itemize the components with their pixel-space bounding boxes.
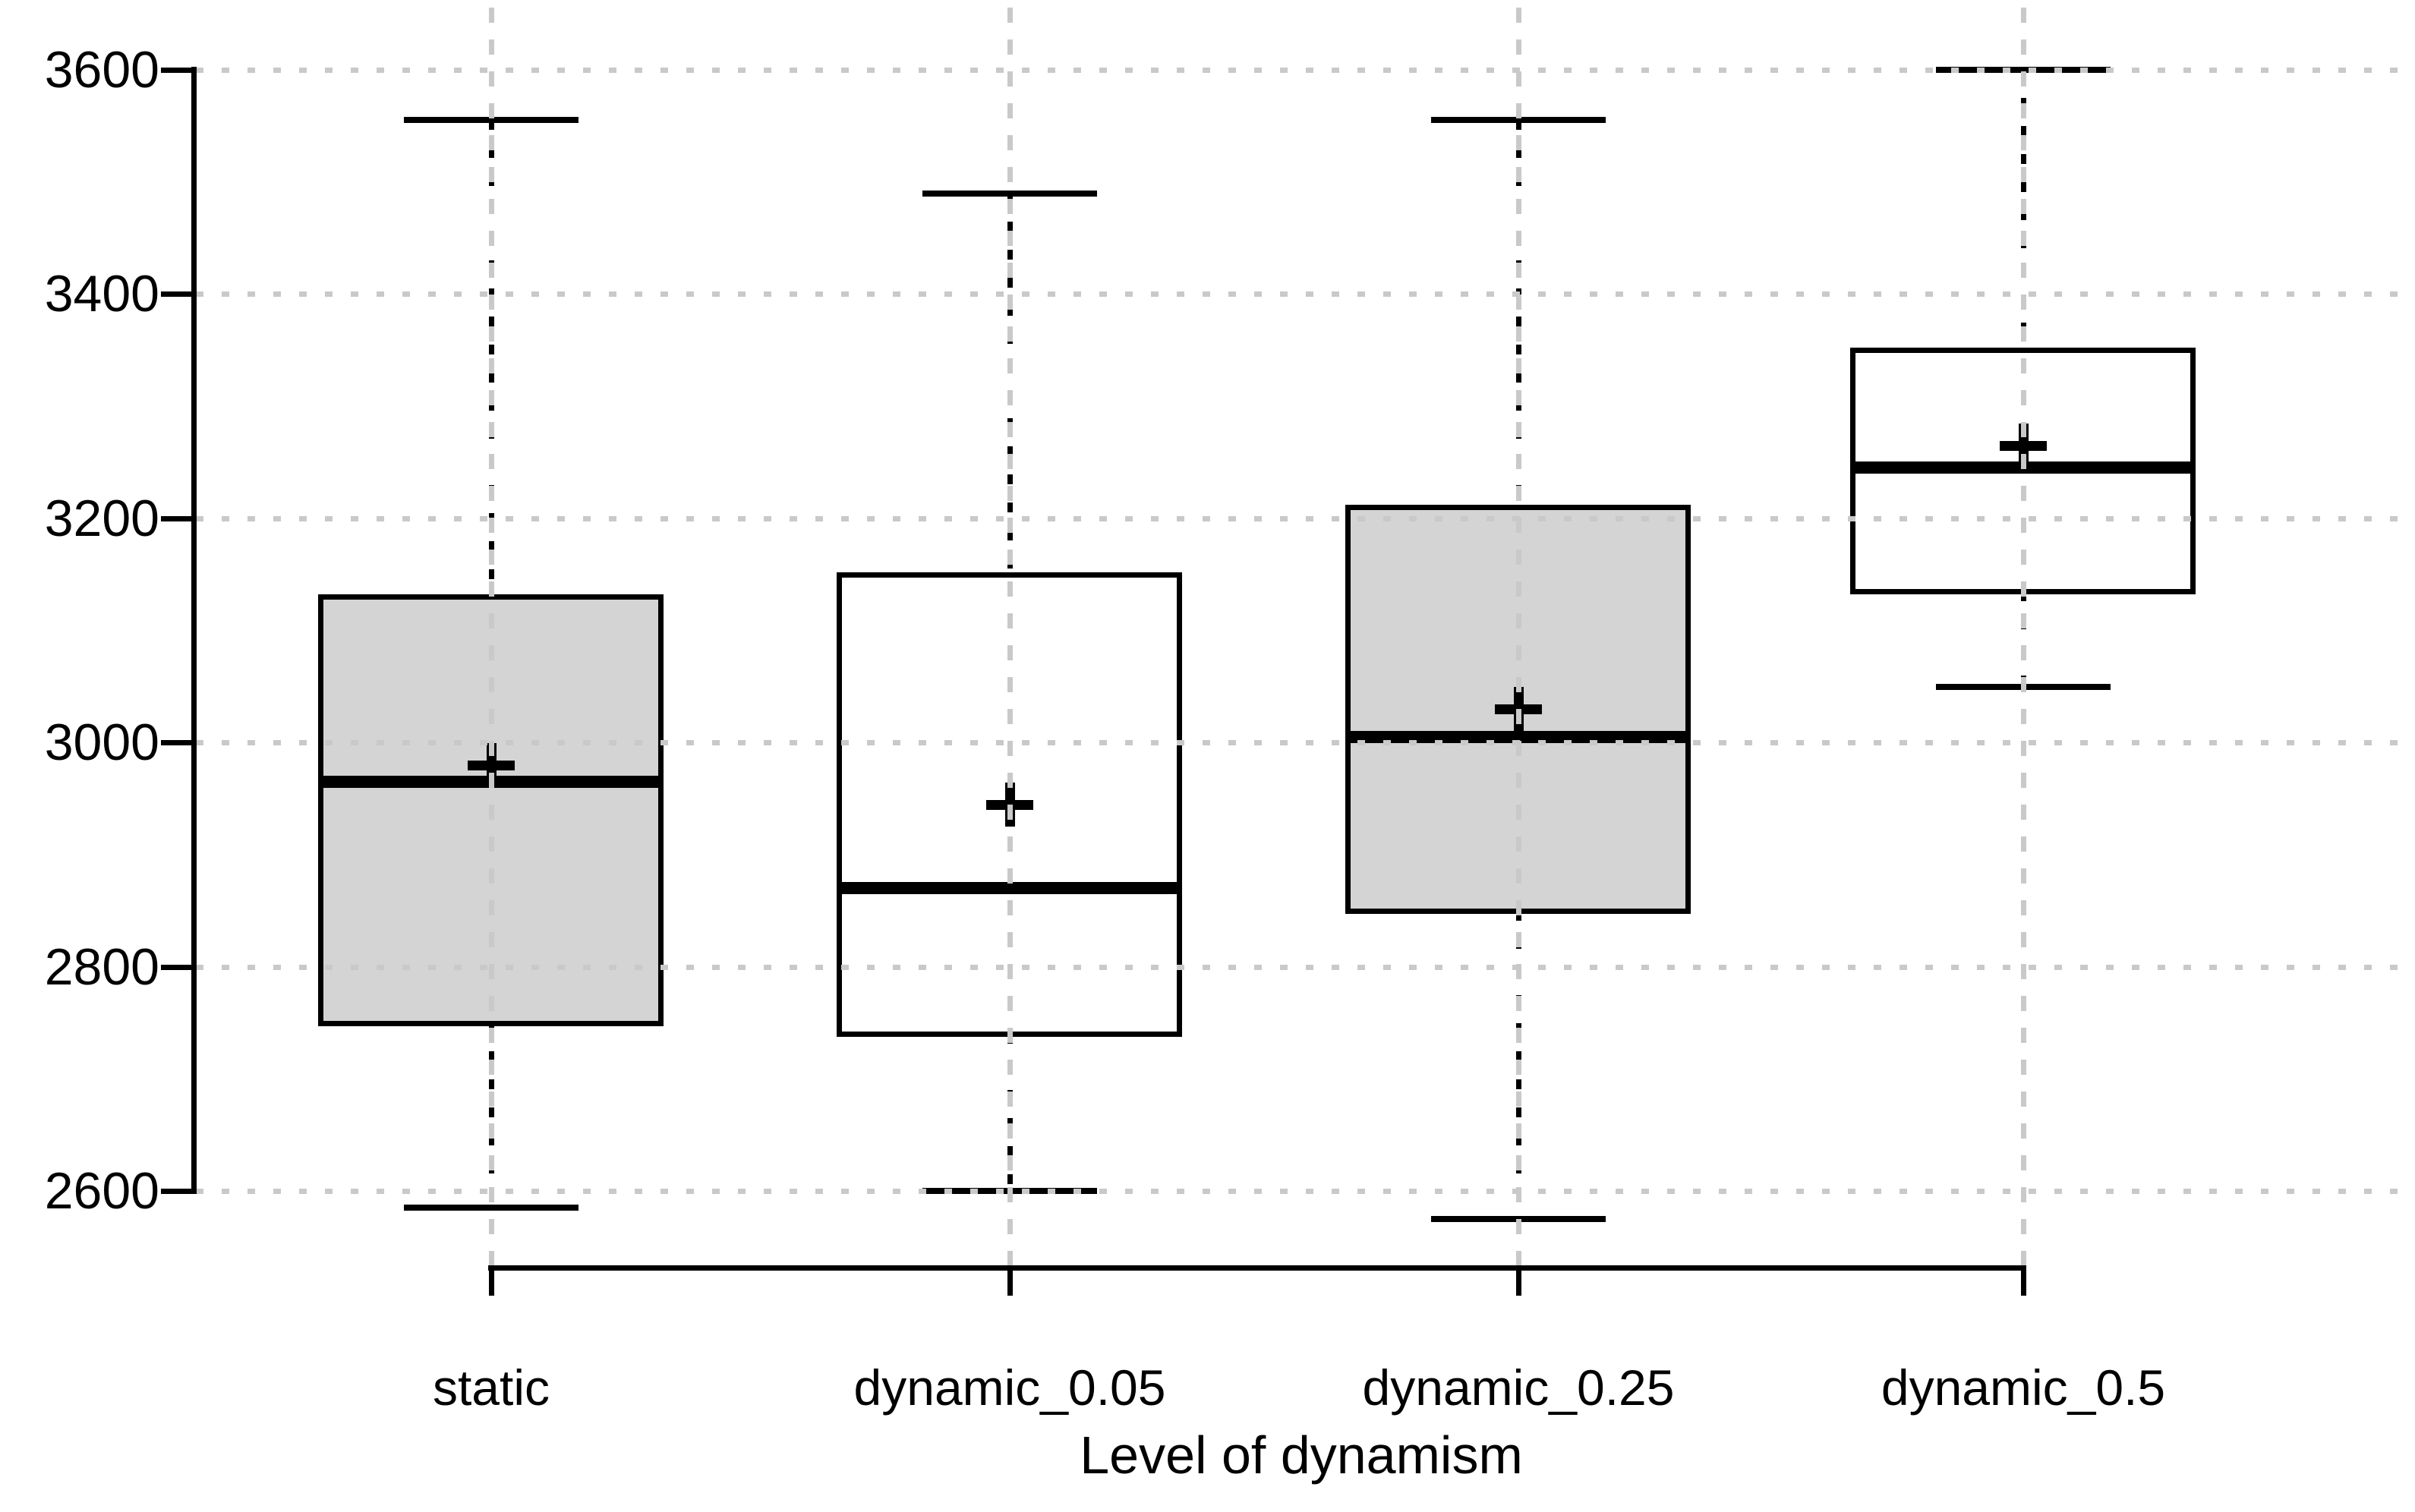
x-tick-label-dynamic_0.5: dynamic_0.5 (1881, 1359, 2166, 1416)
y-tick-label: 3400 (44, 265, 159, 323)
gridline-horizontal (196, 1189, 2408, 1194)
gridline-horizontal (196, 740, 2408, 745)
y-tick-label: 2800 (44, 938, 159, 996)
x-axis-tick (1516, 1265, 1521, 1296)
y-tick-label: 3000 (44, 713, 159, 771)
y-tick-label: 3600 (44, 41, 159, 99)
y-tick-label: 2600 (44, 1162, 159, 1220)
y-axis-tick (161, 965, 191, 970)
y-tick-label: 3200 (44, 490, 159, 547)
x-tick-label-dynamic_0.25: dynamic_0.25 (1362, 1359, 1675, 1416)
gridline-vertical (1007, 8, 1013, 1268)
y-axis-line (191, 67, 197, 1194)
y-axis-tick (161, 1189, 191, 1194)
gridline-vertical (2021, 8, 2026, 1268)
gridline-horizontal (196, 965, 2408, 970)
gridline-vertical (1516, 8, 1521, 1268)
x-axis-title: Level of dynamism (1080, 1425, 1523, 1485)
gridline-horizontal (196, 68, 2408, 73)
gridline-horizontal (196, 516, 2408, 521)
x-axis-tick (1007, 1265, 1013, 1296)
x-axis-line (488, 1265, 2026, 1271)
x-tick-label-dynamic_0.05: dynamic_0.05 (853, 1359, 1166, 1416)
x-axis-tick (2021, 1265, 2026, 1296)
y-axis-tick (161, 516, 191, 521)
x-tick-label-static: static (432, 1359, 550, 1416)
y-axis-tick (161, 68, 191, 73)
gridline-vertical (489, 8, 494, 1268)
y-axis-tick (161, 740, 191, 745)
x-axis-tick (489, 1265, 494, 1296)
y-axis-tick (161, 291, 191, 297)
gridline-horizontal (196, 291, 2408, 297)
